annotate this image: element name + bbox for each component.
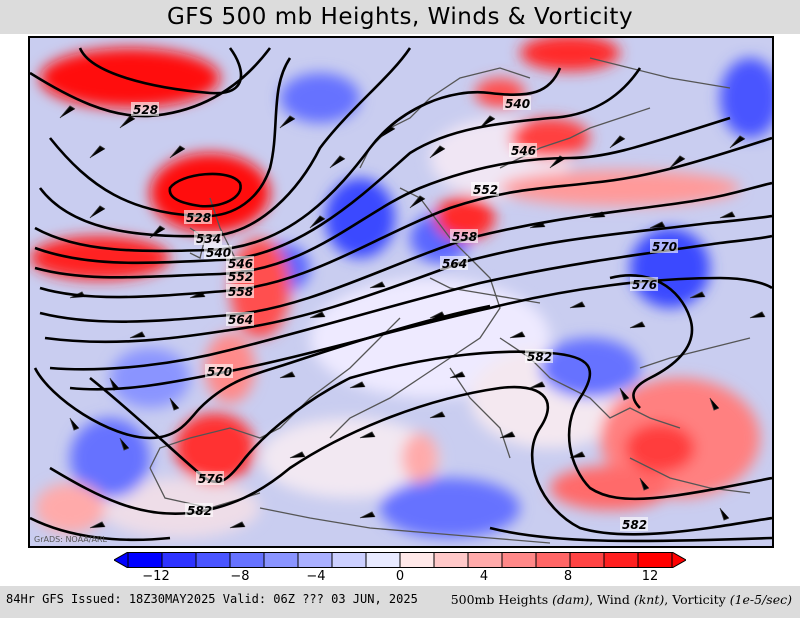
colorbar-swatch bbox=[535, 552, 571, 568]
contour-label: 558 bbox=[450, 229, 478, 244]
colorbar-swatch bbox=[467, 552, 503, 568]
colorbar-labels: −12 −8 −4 0 4 8 12 bbox=[0, 569, 800, 587]
svg-text:528: 528 bbox=[186, 211, 211, 225]
svg-text:576: 576 bbox=[198, 472, 223, 486]
colorbar-swatch bbox=[195, 552, 231, 568]
svg-text:576: 576 bbox=[632, 278, 657, 292]
svg-text:546: 546 bbox=[228, 257, 253, 271]
issued-valid-text: 84Hr GFS Issued: 18Z30MAY2025 Valid: 06Z… bbox=[6, 592, 418, 606]
svg-text:558: 558 bbox=[452, 230, 477, 244]
colorbar-swatch bbox=[229, 552, 265, 568]
vorticity-map: 528 528 534 540 546 552 558 564 570 576 … bbox=[30, 38, 772, 546]
colorbar-tick-label: 4 bbox=[479, 569, 489, 584]
svg-text:570: 570 bbox=[207, 365, 232, 379]
colorbar-max-arrow bbox=[671, 551, 688, 569]
contour-label: 582 bbox=[185, 503, 213, 518]
svg-text:558: 558 bbox=[228, 285, 253, 299]
vorticity-unit: (1e-5/sec) bbox=[729, 592, 792, 607]
contour-label: 540 bbox=[503, 96, 531, 111]
svg-text:534: 534 bbox=[196, 232, 221, 246]
contour-label: 558 bbox=[226, 284, 254, 299]
colorbar-swatch bbox=[603, 552, 639, 568]
svg-text:582: 582 bbox=[187, 504, 212, 518]
colorbar-tick-label: 8 bbox=[563, 569, 573, 584]
svg-text:570: 570 bbox=[652, 240, 677, 254]
colorbar-swatch bbox=[637, 552, 673, 568]
heights-unit: (dam) bbox=[552, 592, 590, 607]
colorbar bbox=[112, 551, 688, 569]
colorbar-swatch bbox=[161, 552, 197, 568]
title-bar bbox=[0, 0, 800, 34]
contour-label: 528 bbox=[184, 210, 212, 225]
fields-description: 500mb Heights (dam), Wind (knt), Vortici… bbox=[450, 592, 792, 607]
wind-unit: (knt) bbox=[633, 592, 665, 607]
map-panel: 528 528 534 540 546 552 558 564 570 576 … bbox=[28, 36, 774, 548]
colorbar-swatch bbox=[297, 552, 333, 568]
colorbar-swatch bbox=[569, 552, 605, 568]
wind-label: Wind bbox=[597, 592, 630, 607]
contour-label: 570 bbox=[650, 239, 678, 254]
contour-label: 582 bbox=[620, 517, 648, 532]
colorbar-swatch bbox=[399, 552, 435, 568]
contour-label: 576 bbox=[196, 471, 224, 486]
colorbar-tick-label: 0 bbox=[395, 569, 405, 584]
contour-label: 582 bbox=[525, 349, 553, 364]
svg-text:552: 552 bbox=[473, 183, 498, 197]
colorbar-tick-label: −8 bbox=[230, 569, 250, 584]
colorbar-swatch bbox=[433, 552, 469, 568]
contour-label: 564 bbox=[440, 256, 468, 271]
svg-text:546: 546 bbox=[511, 144, 536, 158]
svg-text:582: 582 bbox=[527, 350, 552, 364]
contour-label: 528 bbox=[131, 102, 159, 117]
contour-label: 570 bbox=[205, 364, 233, 379]
colorbar-swatches bbox=[112, 551, 688, 569]
contour-label: 552 bbox=[471, 182, 499, 197]
colorbar-swatch bbox=[263, 552, 299, 568]
footer-bar bbox=[0, 586, 800, 618]
colorbar-tick-label: −4 bbox=[306, 569, 326, 584]
colorbar-swatch bbox=[501, 552, 537, 568]
colorbar-swatch bbox=[365, 552, 401, 568]
svg-text:564: 564 bbox=[442, 257, 467, 271]
svg-text:582: 582 bbox=[622, 518, 647, 532]
heights-label: 500mb Heights bbox=[450, 592, 549, 607]
contour-label: 564 bbox=[226, 312, 254, 327]
colorbar-swatch bbox=[331, 552, 367, 568]
contour-label: 534 bbox=[194, 231, 222, 246]
page-title: GFS 500 mb Heights, Winds & Vorticity bbox=[166, 4, 634, 30]
contour-label: 552 bbox=[226, 269, 254, 284]
svg-text:564: 564 bbox=[228, 313, 253, 327]
contour-labels: 528 528 534 540 546 552 558 564 570 576 … bbox=[131, 96, 678, 532]
contour-label: 546 bbox=[509, 143, 537, 158]
svg-text:540: 540 bbox=[505, 97, 530, 111]
svg-text:552: 552 bbox=[228, 270, 253, 284]
credit-text: GrADS: NOAA/ARL bbox=[34, 535, 107, 544]
contour-label: 546 bbox=[226, 256, 254, 271]
vorticity-label: Vorticity bbox=[672, 592, 726, 607]
svg-text:540: 540 bbox=[206, 246, 231, 260]
contour-label: 576 bbox=[630, 277, 658, 292]
contour-label: 540 bbox=[204, 245, 232, 260]
svg-text:528: 528 bbox=[133, 103, 158, 117]
colorbar-tick-label: 12 bbox=[641, 569, 659, 584]
colorbar-swatch bbox=[127, 552, 163, 568]
colorbar-min-arrow bbox=[112, 551, 129, 569]
colorbar-tick-label: −12 bbox=[142, 569, 170, 584]
